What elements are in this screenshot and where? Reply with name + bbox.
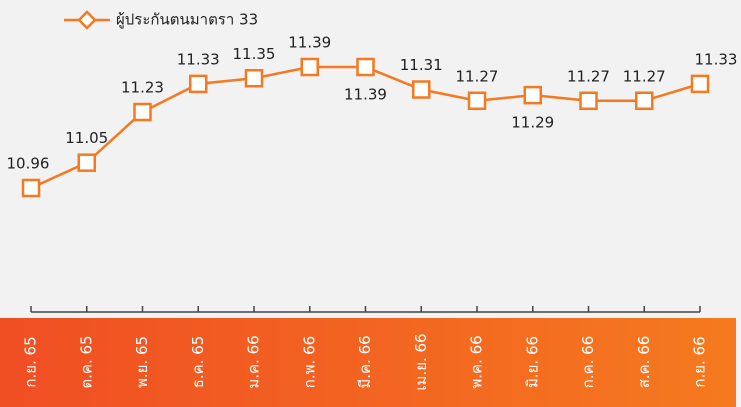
marker [412, 80, 431, 99]
data-label: 11.29 [511, 114, 554, 132]
data-label: 11.27 [567, 67, 610, 85]
marker [77, 153, 96, 172]
marker [579, 91, 598, 111]
marker [300, 57, 319, 77]
marker [21, 178, 41, 198]
legend-marker [77, 10, 97, 30]
x-tick-label: ก.ย. 65 [22, 336, 40, 387]
marker [133, 102, 152, 122]
data-label: 10.96 [7, 155, 50, 173]
data-label: 11.05 [65, 129, 108, 147]
data-label: 11.27 [456, 67, 499, 85]
marker [635, 91, 654, 111]
category-band [0, 318, 736, 407]
marker [523, 85, 542, 105]
marker [467, 91, 487, 111]
x-tick-label: ก.ค. 66 [579, 336, 597, 389]
data-label: 11.33 [177, 50, 220, 68]
x-tick-label: พ.ค. 66 [468, 335, 486, 388]
marker [244, 69, 264, 88]
x-tick-label: ม.ค. 66 [245, 335, 263, 388]
x-tick-label: พ.ย. 65 [133, 336, 151, 388]
x-tick-label: มิ.ย. 66 [523, 336, 541, 388]
x-tick-label: ก.ย. 66 [691, 336, 709, 387]
data-label: 11.35 [233, 45, 276, 63]
x-tick-label: ธ.ค. 65 [189, 336, 207, 389]
x-tick-label: มี.ค. 66 [356, 335, 374, 388]
x-tick-label: เม.ย. 66 [412, 333, 430, 390]
marker [690, 74, 710, 94]
data-label: 11.23 [121, 79, 164, 97]
legend-label: ผู้ประกันตนมาตรา 33 [116, 11, 258, 29]
data-label: 11.39 [288, 34, 331, 52]
marker [189, 74, 208, 94]
data-label: 11.39 [344, 86, 387, 104]
x-tick-label: ต.ค. 65 [77, 335, 95, 388]
data-label: 11.31 [400, 56, 443, 74]
data-label: 11.33 [695, 50, 738, 68]
marker [356, 57, 375, 77]
data-label: 11.27 [623, 67, 666, 85]
x-tick-label: ส.ค. 66 [635, 336, 653, 389]
x-tick-label: ก.พ. 66 [300, 336, 318, 388]
